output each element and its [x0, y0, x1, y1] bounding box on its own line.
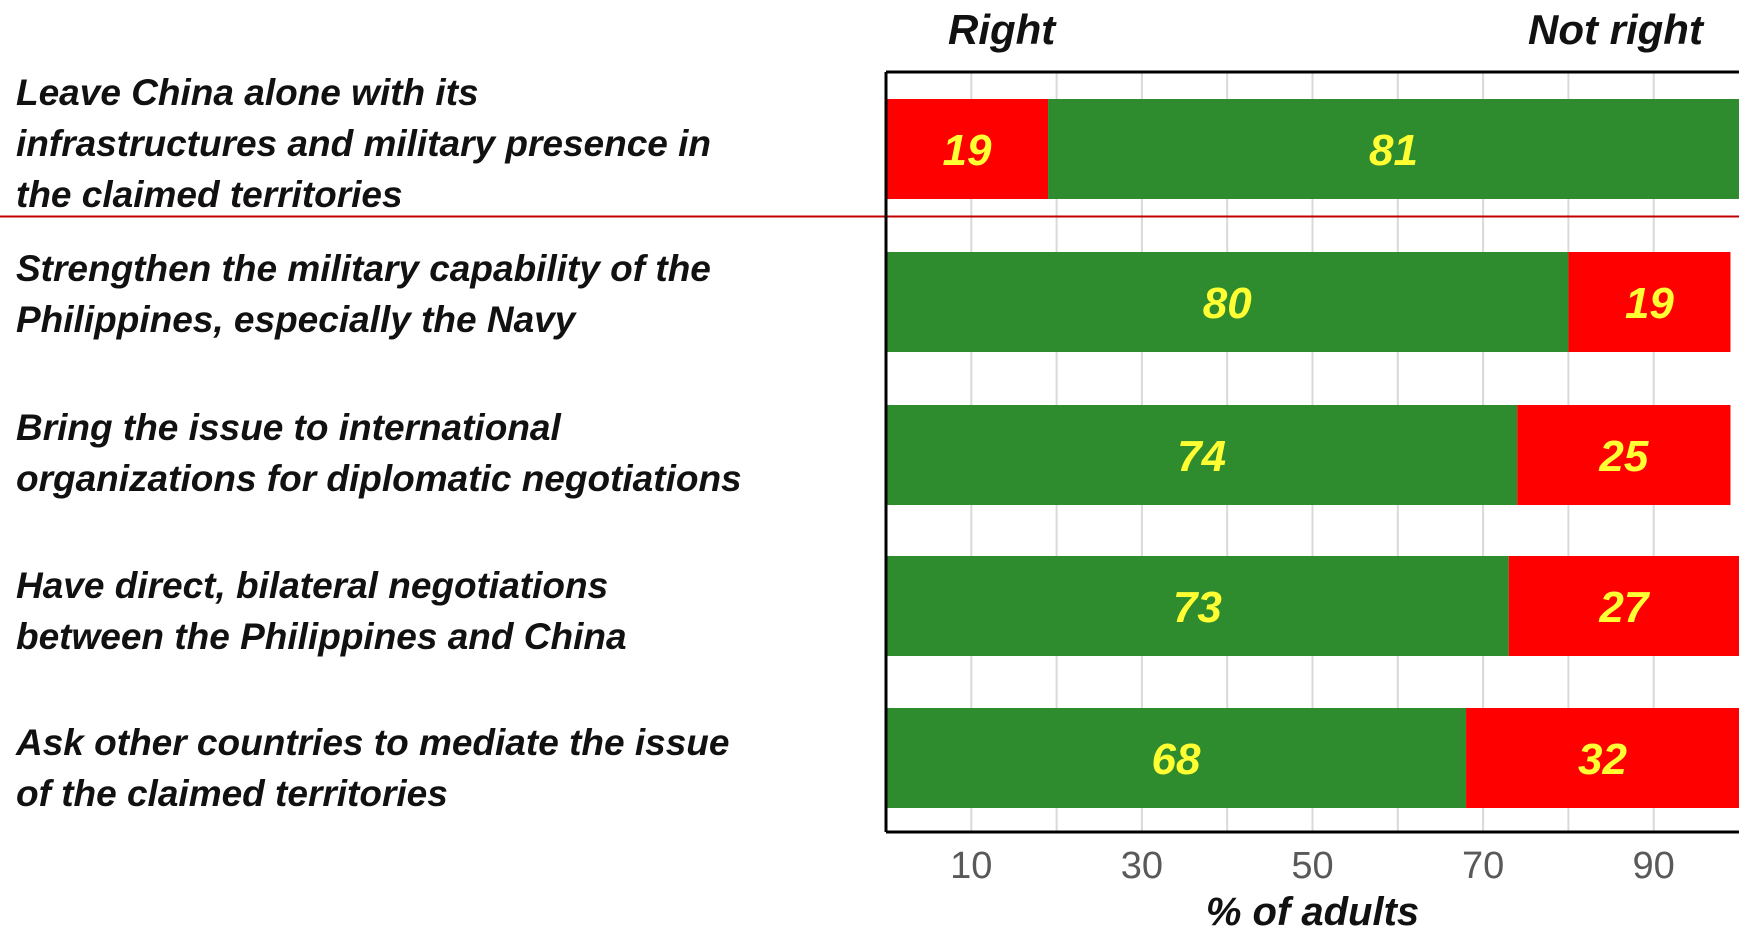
x-tick-label-90: 90: [1633, 845, 1675, 887]
category-label-4: Ask other countries to mediate the issue…: [16, 722, 730, 814]
data-label-3-not-right: 27: [1598, 583, 1650, 632]
category-label-3: Have direct, bilateral negotiations betw…: [16, 565, 627, 657]
header-not-right-label: Not right: [1528, 6, 1703, 53]
x-tick-label-10: 10: [950, 845, 992, 887]
bar-4-not-right: [1466, 708, 1739, 808]
bar-4-right: [886, 708, 1467, 808]
data-label-0-not-right: 81: [1369, 126, 1418, 175]
bar-0-right: [886, 99, 1049, 199]
header-right-label: Right: [948, 6, 1056, 53]
category-label-0: Leave China alone with its infrastructur…: [16, 72, 712, 215]
bar-3-not-right: [1508, 556, 1739, 656]
x-tick-label-30: 30: [1121, 845, 1163, 887]
data-label-0-right: 19: [943, 126, 992, 175]
bar-3-right: [886, 556, 1509, 656]
bar-0-not-right: [1048, 99, 1739, 199]
data-label-4-right: 68: [1152, 735, 1201, 784]
category-label-2: Bring the issue to international organiz…: [16, 407, 742, 499]
x-tick-label-50: 50: [1291, 845, 1333, 887]
data-label-2-right: 74: [1177, 432, 1226, 481]
data-label-1-not-right: 19: [1625, 279, 1674, 328]
bar-2-right: [886, 405, 1518, 505]
x-tick-label-70: 70: [1462, 845, 1504, 887]
bar-2-not-right: [1517, 405, 1731, 505]
category-label-1: Strengthen the military capability of th…: [16, 248, 711, 340]
bar-1-right: [886, 252, 1569, 352]
data-label-3-right: 73: [1173, 583, 1222, 632]
bar-1-not-right: [1568, 252, 1731, 352]
x-axis-title: % of adults: [1206, 890, 1419, 930]
data-label-2-not-right: 25: [1598, 432, 1648, 481]
data-label-1-right: 80: [1203, 279, 1252, 328]
data-label-4-not-right: 32: [1578, 735, 1627, 784]
